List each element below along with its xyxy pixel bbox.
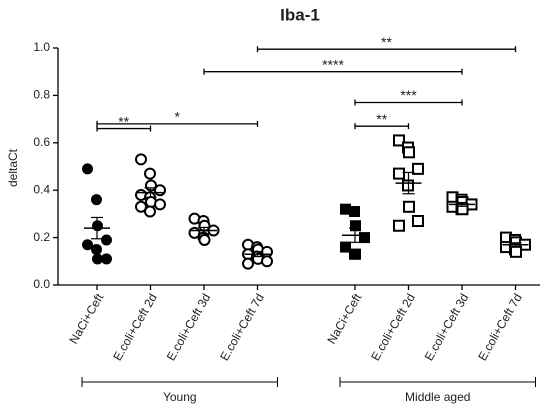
- data-point: [393, 134, 405, 147]
- data-point: [350, 248, 361, 260]
- y-tick-label: 0.8: [33, 88, 50, 102]
- significance-label: **: [381, 34, 392, 50]
- data-point: [91, 243, 102, 255]
- data-point: [154, 184, 166, 197]
- x-tick-label: NaCi+Ceft: [66, 291, 106, 347]
- y-tick-label: 0.2: [33, 230, 50, 244]
- y-axis-label: deltaCt: [6, 148, 20, 187]
- y-tick-label: 0.0: [33, 277, 50, 291]
- x-tick-label: E.coli+Ceft 2d: [368, 291, 418, 363]
- group-label: Young: [163, 390, 197, 404]
- data-point: [154, 198, 166, 211]
- significance-label: *: [175, 109, 181, 125]
- data-point: [403, 146, 415, 159]
- significance-label: ***: [400, 87, 417, 103]
- y-tick-label: 0.4: [33, 182, 50, 196]
- data-point: [340, 241, 351, 253]
- data-point: [135, 200, 147, 213]
- data-point: [403, 200, 415, 213]
- data-point: [198, 233, 211, 246]
- data-point: [101, 234, 112, 246]
- data-point: [393, 167, 405, 180]
- significance-label: ****: [322, 56, 344, 72]
- chart-title: Iba-1: [280, 5, 320, 24]
- data-point: [82, 239, 93, 251]
- data-point: [412, 215, 424, 228]
- x-tick-label: E.coli+Ceft 2d: [110, 291, 160, 363]
- x-tick-label: E.coli+Ceft 7d: [217, 291, 267, 363]
- data-point: [91, 194, 102, 206]
- data-point: [261, 255, 273, 268]
- data-point: [359, 232, 370, 244]
- data-point: [144, 205, 156, 218]
- data-point: [135, 153, 147, 166]
- x-tick-label: E.coli+Ceft 7d: [475, 291, 525, 363]
- data-point: [412, 162, 424, 175]
- data-point: [144, 167, 156, 180]
- data-point: [242, 257, 254, 270]
- y-tick-label: 0.6: [33, 135, 50, 149]
- data-point: [393, 219, 405, 232]
- significance-label: **: [376, 111, 387, 127]
- data-point: [510, 245, 522, 258]
- data-point: [82, 163, 93, 175]
- x-tick-label: NaCi+Ceft: [324, 291, 364, 347]
- group-label: Middle aged: [405, 390, 470, 404]
- data-point: [349, 206, 360, 218]
- data-point: [101, 253, 112, 265]
- x-tick-label: E.coli+Ceft 3d: [164, 291, 214, 363]
- x-tick-label: E.coli+Ceft 3d: [422, 291, 472, 363]
- significance-label: **: [118, 113, 129, 129]
- y-tick-label: 1.0: [33, 40, 50, 54]
